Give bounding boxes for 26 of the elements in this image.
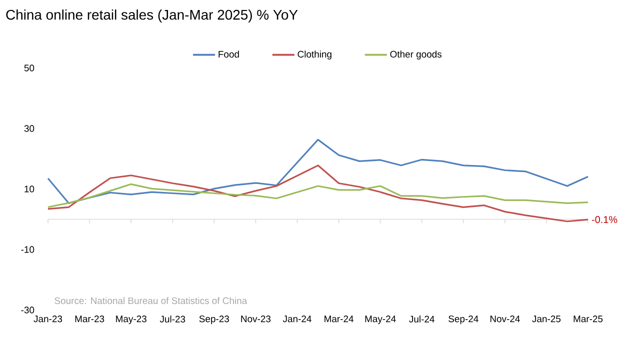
x-tick-label: May-23: [116, 316, 146, 324]
annotation: Source: National Bureau of Statistics of China: [54, 297, 248, 304]
y-tick-label: 10: [24, 186, 34, 192]
legend-label: Food: [218, 50, 239, 58]
legend-label: Other goods: [390, 50, 442, 60]
chart-title: China online retail sales (Jan-Mar 2025) % YoY: [6, 9, 298, 22]
x-tick-label: Mar-23: [75, 316, 104, 322]
line-series: [47, 138, 589, 204]
x-tick-label: Jan-24: [282, 316, 312, 322]
y-tick-label: -30: [21, 306, 34, 314]
y-tick-label: 50: [24, 64, 34, 72]
x-tick-label: Nov-23: [241, 316, 271, 322]
y-tick-label: 30: [24, 125, 34, 132]
legend-label: Clothing: [298, 50, 332, 60]
x-tick-label: Jul-23: [160, 316, 186, 322]
x-tick-label: Sep-24: [448, 316, 478, 324]
x-tick-label: Sep-23: [199, 316, 229, 324]
x-tick-label: Mar-24: [324, 316, 354, 322]
x-tick-label: May-24: [365, 316, 396, 324]
y-tick-label: -10: [21, 246, 34, 253]
x-tick-label: Jan-23: [34, 316, 62, 322]
x-tick-label: Mar-25: [574, 316, 603, 322]
annotation: -0.1%: [592, 216, 618, 224]
x-tick-label: Nov-24: [490, 316, 520, 322]
x-tick-label: Jan-25: [532, 316, 561, 322]
x-tick-label: Jul-24: [409, 316, 434, 322]
